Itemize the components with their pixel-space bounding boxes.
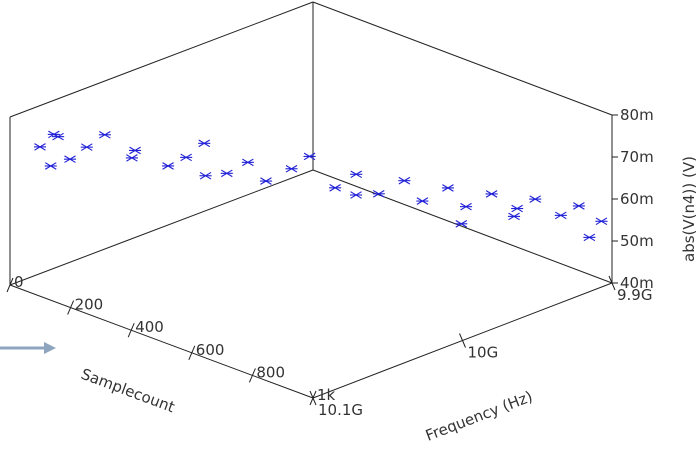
samplecount-tick-mark [127, 323, 135, 338]
scatter-point [285, 165, 298, 173]
scatter-points [33, 130, 608, 242]
samplecount-tick-mark [67, 300, 75, 315]
box-edge-back-top-right [312, 1, 613, 116]
amplitude-tick-label: 50m [620, 232, 654, 250]
scatter-point [459, 202, 473, 211]
samplecount-tick-label: 600 [196, 341, 225, 359]
scatter-point [44, 162, 57, 170]
amplitude-tick-label: 80m [620, 106, 654, 124]
scatter-point [125, 154, 138, 162]
scatter-point [47, 130, 60, 139]
scatter-point [98, 131, 111, 139]
scatter-point [372, 190, 385, 198]
pointer-arrow-icon [0, 342, 56, 354]
scatter-point [33, 143, 47, 151]
scatter-point [162, 162, 175, 170]
amplitude-tick-label: 70m [620, 148, 654, 166]
scatter-point [241, 158, 254, 167]
box-edge-back-floor-left [9, 169, 314, 286]
scatter-point [595, 217, 608, 226]
scatter-point [259, 177, 272, 185]
scatter-point [507, 212, 521, 221]
samplecount-tick-label: 400 [135, 318, 164, 336]
box-edge-back-top-left [9, 1, 314, 118]
frequency-tick-label: 9.9G [617, 286, 652, 304]
scatter-point [350, 191, 363, 199]
scatter-point [583, 233, 596, 242]
scatter-point [63, 155, 77, 163]
scatter-point [350, 170, 363, 179]
frequency-tick-label: 10.1G [318, 401, 363, 419]
scatter-point [455, 220, 468, 228]
samplecount-tick-mark [248, 368, 256, 383]
amplitude-axis-title: abs(V(n4)) (V) [680, 156, 698, 262]
scatter-point [80, 143, 93, 151]
scatter-point [180, 153, 193, 162]
scatter-point [220, 169, 233, 178]
scatter-point [303, 152, 316, 161]
samplecount-tick-label: 0 [14, 273, 24, 291]
scatter-point [572, 202, 585, 210]
scatter-point [485, 190, 498, 198]
scatter-point [554, 211, 567, 220]
scatter-point [529, 195, 542, 203]
chart-bounding-box [9, 1, 613, 399]
samplecount-tick-label: 200 [75, 296, 104, 314]
samplecount-axis-line [9, 284, 314, 399]
samplecount-tick-mark [188, 345, 196, 360]
scatter-point [329, 184, 342, 192]
scatter-point [398, 176, 411, 185]
scatter-point [198, 139, 211, 148]
samplecount-tick-label: 1k [317, 386, 336, 404]
samplecount-tick-mark [6, 277, 14, 293]
frequency-tick-mark [309, 390, 317, 406]
amplitude-tick-label: 40m [620, 274, 654, 292]
scatter-point [199, 171, 212, 180]
frequency-axis-title: Frequency (Hz) [423, 387, 535, 444]
samplecount-axis-title: Samplecount [79, 365, 178, 416]
box-edge-back-floor-right [312, 169, 613, 284]
frequency-tick-mark [459, 333, 466, 348]
scatter-point [128, 146, 142, 155]
samplecount-tick-label: 800 [256, 363, 285, 381]
frequency-tick-label: 10G [468, 344, 499, 362]
scatter-point [416, 197, 429, 205]
scatter-point [511, 204, 524, 213]
amplitude-tick-label: 60m [620, 190, 654, 208]
scatter-point [441, 184, 455, 192]
